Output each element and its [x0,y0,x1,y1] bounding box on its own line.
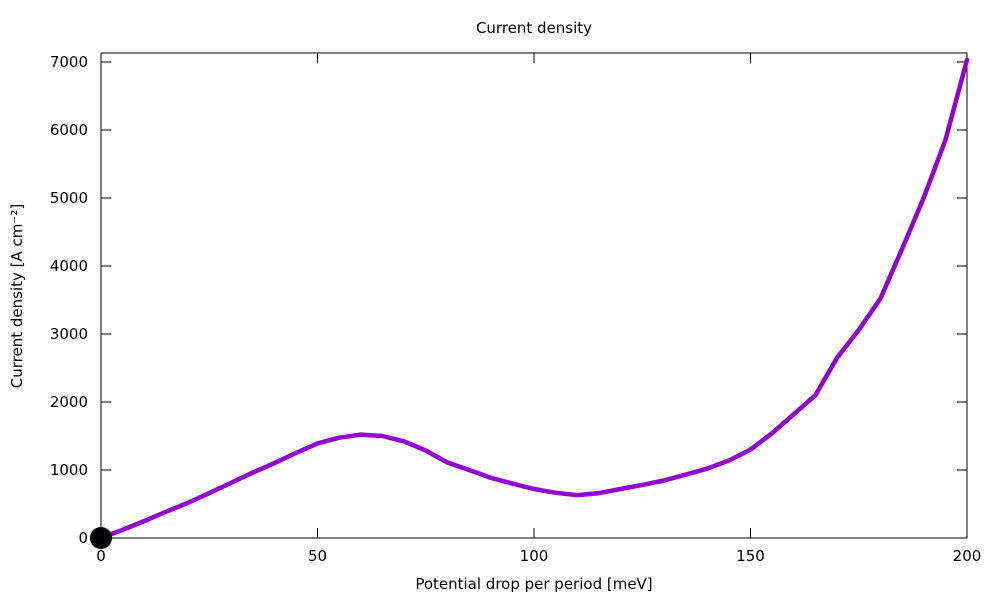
y-tick-label: 6000 [50,121,88,139]
current-density-curve [98,57,970,541]
x-tick-label: 100 [520,547,549,565]
x-axis-label: Potential drop per period [meV] [415,575,652,593]
y-tick-label: 5000 [50,189,88,207]
y-tick-label: 0 [78,529,88,547]
plot-border [100,52,968,539]
y-tick-label: 3000 [50,325,88,343]
y-tick-label: 2000 [50,393,88,411]
chart-title: Current density [476,19,592,37]
x-tick-label: 50 [308,547,327,565]
y-axis-label: Current density [A cm⁻²] [8,204,26,388]
y-tick-label: 7000 [50,53,88,71]
origin-marker [90,527,112,549]
y-tick-label: 4000 [50,257,88,275]
y-tick-label: 1000 [50,461,88,479]
x-tick-label: 150 [736,547,765,565]
x-tick-label: 200 [953,547,982,565]
x-tick-label: 0 [96,547,106,565]
plot-layer: 0 50 100 150 2000100020003000400050006000700… [50,52,982,565]
